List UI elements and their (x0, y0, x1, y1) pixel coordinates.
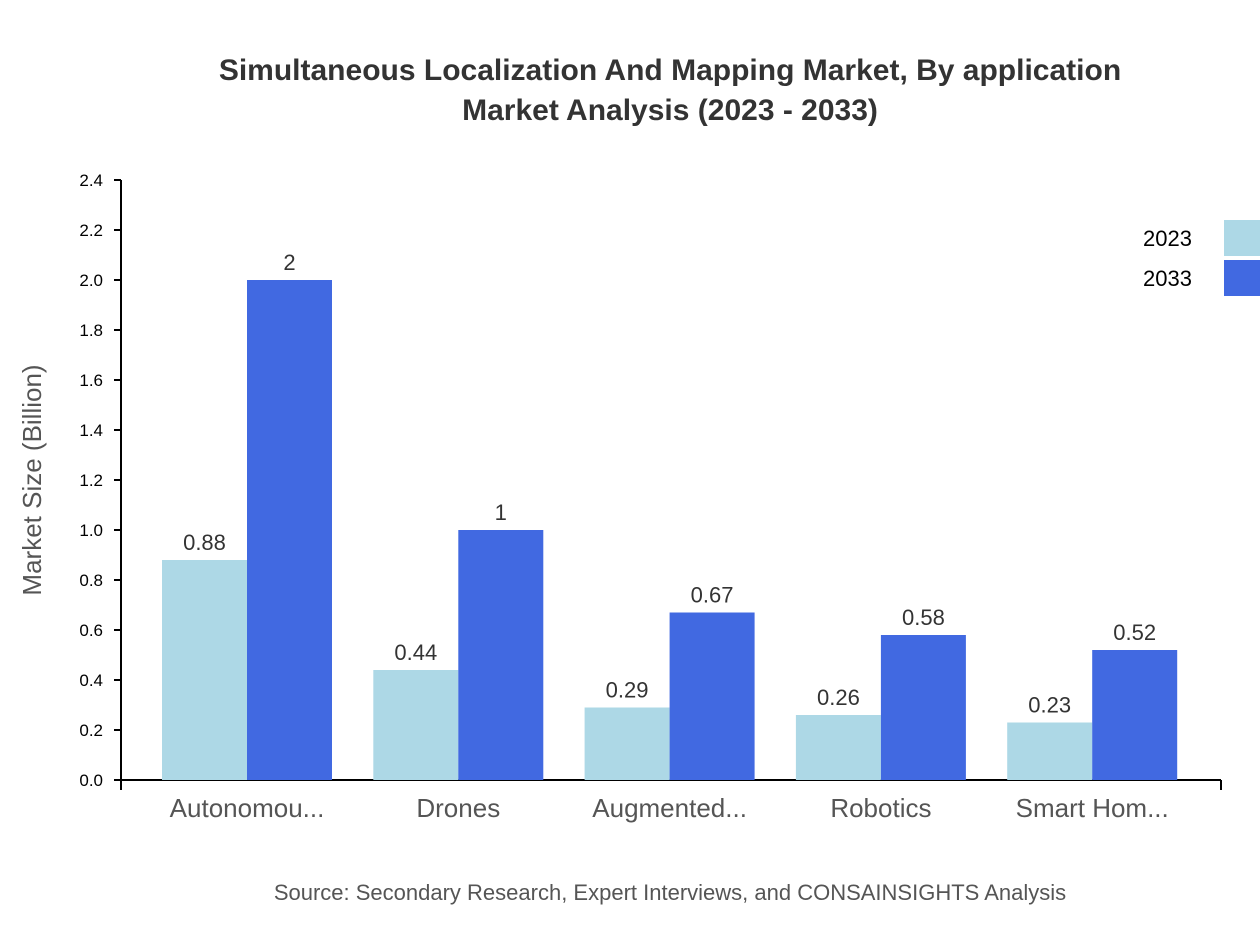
y-tick-label: 0.8 (79, 571, 103, 590)
legend-label: 2033 (1143, 266, 1192, 291)
bar-2033 (880, 635, 966, 780)
bars: 0.88 2 0.44 1 0.29 0.67 0.26 0.58 0.23 0.52 (162, 250, 1178, 780)
legend: 2023 2033 (1143, 220, 1260, 296)
y-tick-label: 0.4 (79, 671, 103, 690)
bar-value-label: 0.29 (606, 678, 649, 703)
y-tick-label: 1.4 (79, 421, 103, 440)
x-tick-label: Smart Hom... (1016, 793, 1169, 823)
source-note: Source: Secondary Research, Expert Inter… (274, 880, 1066, 905)
y-axis: 0.0 0.2 0.4 0.6 0.8 1.0 1.2 1.4 1.6 1.8 2.0 2.2 2.4 (79, 171, 122, 790)
y-tick-label: 0.0 (79, 771, 103, 790)
bar-2033 (669, 612, 755, 780)
y-tick-label: 2.2 (79, 221, 103, 240)
x-tick-label: Augmented... (592, 793, 747, 823)
y-tick-label: 1.8 (79, 321, 103, 340)
bar-2023 (584, 707, 670, 780)
bar-value-label: 0.23 (1028, 693, 1071, 718)
legend-swatch-2033 (1224, 260, 1260, 296)
bar-value-label: 0.58 (902, 605, 945, 630)
y-tick-label: 0.6 (79, 621, 103, 640)
bar-2033 (1092, 650, 1178, 780)
y-tick-label: 1.6 (79, 371, 103, 390)
y-axis-label: Market Size (Billion) (17, 364, 47, 595)
bar-2023 (162, 560, 247, 780)
bar-2023 (373, 670, 459, 780)
bar-value-label: 0.52 (1113, 620, 1156, 645)
x-tick-label: Drones (416, 793, 500, 823)
legend-label: 2023 (1143, 226, 1192, 251)
y-tick-label: 0.2 (79, 721, 103, 740)
x-axis: Autonomou... Drones Augmented... Robotics Sm… (120, 779, 1222, 823)
bar-value-label: 0.88 (183, 530, 226, 555)
y-tick-label: 2.4 (79, 171, 103, 190)
bar-value-label: 1 (495, 500, 507, 525)
bar-value-label: 0.26 (817, 685, 860, 710)
x-tick-label: Autonomou... (170, 793, 325, 823)
y-tick-label: 1.2 (79, 471, 103, 490)
chart-subtitle: Market Analysis (2023 - 2033) (462, 94, 878, 127)
y-tick-label: 2.0 (79, 271, 103, 290)
bar-2033 (247, 280, 332, 780)
bar-value-label: 0.67 (691, 583, 734, 608)
x-tick-label: Robotics (830, 793, 931, 823)
bar-2023 (1007, 722, 1093, 780)
bar-value-label: 0.44 (394, 640, 437, 665)
bar-2033 (458, 530, 544, 780)
bar-value-label: 2 (283, 250, 295, 275)
chart-title: Simultaneous Localization And Mapping Ma… (219, 54, 1121, 87)
legend-swatch-2023 (1224, 220, 1260, 256)
bar-2023 (795, 715, 881, 780)
y-tick-label: 1.0 (79, 521, 103, 540)
